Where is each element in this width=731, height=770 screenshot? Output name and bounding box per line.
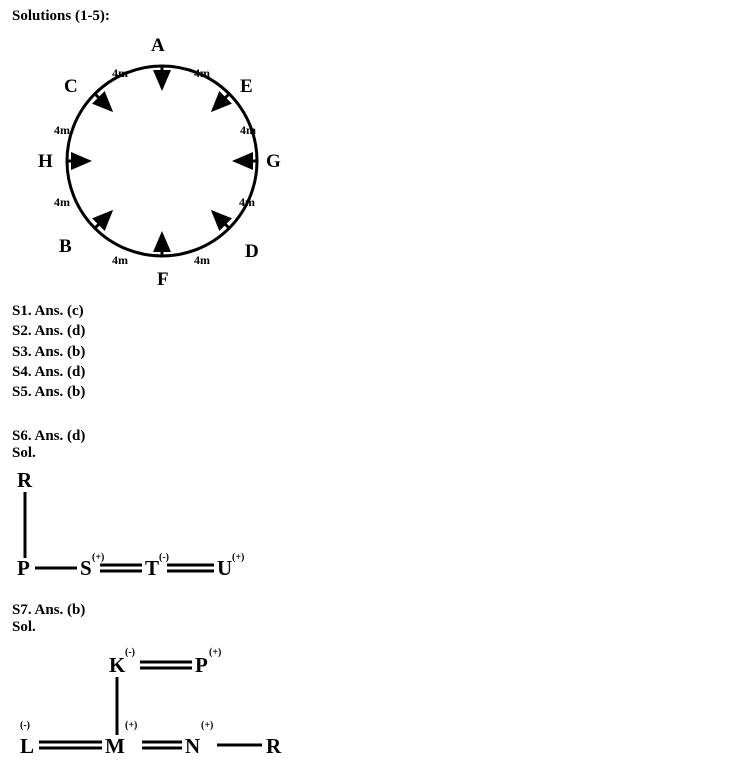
solutions-heading: Solutions (1-5): — [12, 8, 719, 25]
s6-P: P — [17, 556, 30, 581]
s6-block: S6. Ans. (d) Sol. R P S (+) T (-) U (+) — [12, 428, 719, 588]
s6-title: S6. Ans. (d) — [12, 428, 719, 445]
ans-5: S5. Ans. (b) — [12, 382, 719, 402]
s7-M-sup: (+) — [125, 720, 137, 731]
circle-diagram: A E G D F B H C 4m 4m 4m 4m 4m 4m 4m 4m — [22, 31, 322, 291]
edge-label-0: 4m — [112, 66, 128, 81]
s6-R: R — [17, 468, 32, 493]
s6-sol: Sol. — [12, 445, 719, 462]
s7-P-sup: (+) — [209, 647, 221, 658]
node-A: A — [151, 35, 165, 57]
answers-1-5: S1. Ans. (c) S2. Ans. (d) S3. Ans. (b) S… — [12, 301, 719, 402]
ans-1: S1. Ans. (c) — [12, 301, 719, 321]
ans-2: S2. Ans. (d) — [12, 321, 719, 341]
node-F: F — [157, 269, 169, 291]
s7-N: N — [185, 734, 200, 759]
s7-M: M — [105, 734, 125, 759]
s6-U: U — [217, 556, 232, 581]
s7-R: R — [266, 734, 281, 759]
edge-label-1: 4m — [194, 66, 210, 81]
node-C: C — [64, 76, 78, 98]
node-G: G — [266, 151, 281, 173]
node-H: H — [38, 151, 53, 173]
s6-diagram: R P S (+) T (-) U (+) — [12, 468, 292, 588]
s7-K-sup: (-) — [125, 647, 135, 658]
s7-L: L — [20, 734, 34, 759]
edge-label-6: 4m — [54, 195, 70, 210]
s7-title: S7. Ans. (b) — [12, 602, 719, 619]
s6-T-sup: (-) — [159, 552, 169, 563]
edge-label-7: 4m — [54, 123, 70, 138]
s7-diagram: K (-) P (+) L (-) M (+) N (+) R — [12, 642, 312, 762]
s6-U-sup: (+) — [232, 552, 244, 563]
s7-block: S7. Ans. (b) Sol. K (-) P (+) L (-) M (+… — [12, 602, 719, 762]
s7-L-sup: (-) — [20, 720, 30, 731]
node-E: E — [240, 76, 253, 98]
s7-sol: Sol. — [12, 619, 719, 636]
node-B: B — [59, 236, 72, 258]
edge-label-2: 4m — [240, 123, 256, 138]
s7-K: K — [109, 653, 125, 678]
edge-label-5: 4m — [112, 253, 128, 268]
ans-4: S4. Ans. (d) — [12, 362, 719, 382]
s6-S-sup: (+) — [92, 552, 104, 563]
s7-P: P — [195, 653, 208, 678]
s7-N-sup: (+) — [201, 720, 213, 731]
ans-3: S3. Ans. (b) — [12, 342, 719, 362]
s6-T: T — [145, 556, 159, 581]
s6-S: S — [80, 556, 92, 581]
edge-label-4: 4m — [194, 253, 210, 268]
node-D: D — [245, 241, 259, 263]
edge-label-3: 4m — [239, 195, 255, 210]
